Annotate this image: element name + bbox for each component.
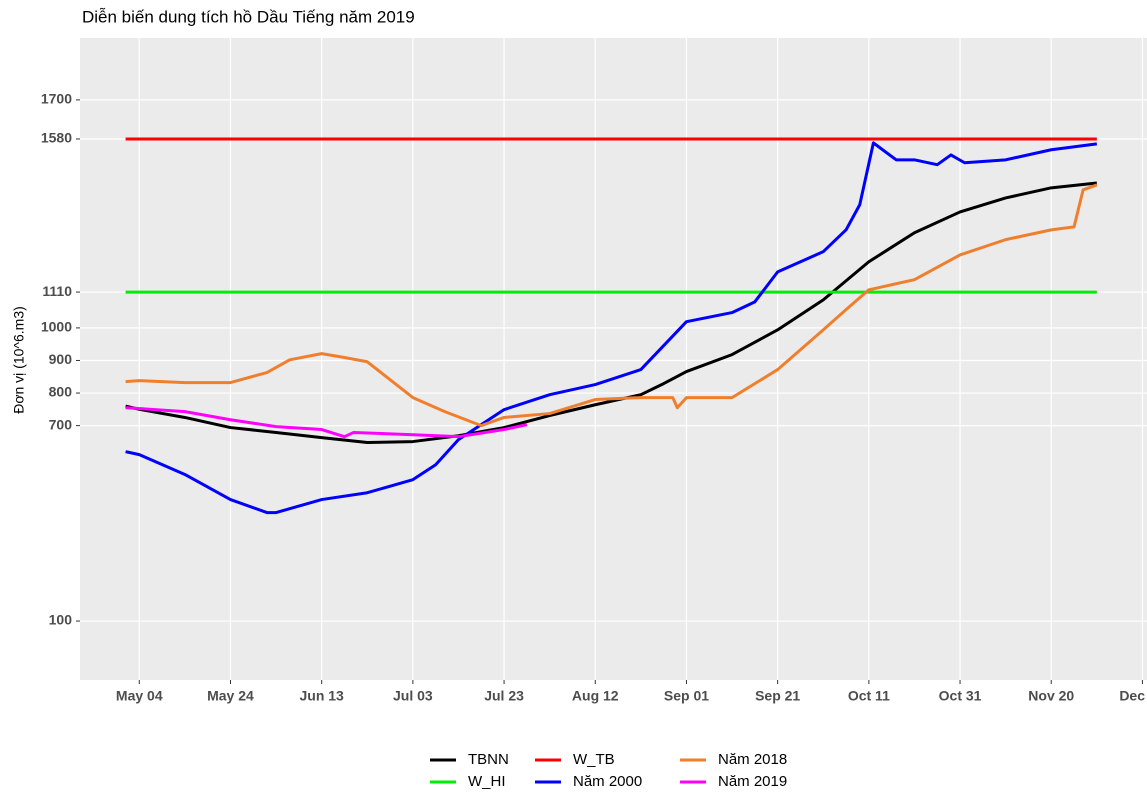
x-tick-label: Jul 23 [484, 688, 524, 704]
legend-label: W_TB [573, 751, 615, 768]
y-tick-label: 100 [49, 612, 73, 628]
y-tick-label: 900 [49, 351, 73, 367]
legend-label: Năm 2019 [718, 773, 787, 790]
x-tick-label: Nov 20 [1028, 688, 1074, 704]
legend-label: Năm 2018 [718, 751, 787, 768]
legend-label: TBNN [468, 751, 509, 768]
line-series [125, 183, 1098, 428]
y-tick-label: 1000 [41, 319, 72, 335]
legend-label: Năm 2000 [573, 773, 642, 790]
y-tick-label: 1110 [42, 283, 72, 299]
x-tick-label: Jun 13 [299, 688, 344, 704]
x-tick-label: Aug 12 [572, 688, 619, 704]
y-tick-label: 1580 [41, 130, 72, 146]
y-tick-label: 800 [49, 384, 73, 400]
line-series [125, 141, 1098, 515]
chart-title: Diễn biến dung tích hồ Dầu Tiếng năm 201… [82, 7, 415, 26]
y-tick-label: 1700 [41, 91, 72, 107]
plot-background [80, 38, 1147, 680]
x-tick-label: Oct 31 [939, 688, 982, 704]
x-tick-label: May 04 [116, 688, 163, 704]
line-series [125, 406, 528, 439]
x-tick-label: Sep 21 [755, 688, 800, 704]
legend-label: W_HI [468, 773, 506, 790]
x-tick-label: May 24 [207, 688, 254, 704]
y-tick-label: 700 [49, 416, 73, 432]
x-tick-label: Jul 03 [393, 688, 433, 704]
x-tick-label: Dec [1119, 688, 1145, 704]
y-axis-label: Đơn vị (10^6.m3) [11, 306, 27, 414]
x-tick-label: Sep 01 [664, 688, 709, 704]
x-tick-label: Oct 11 [848, 688, 890, 704]
